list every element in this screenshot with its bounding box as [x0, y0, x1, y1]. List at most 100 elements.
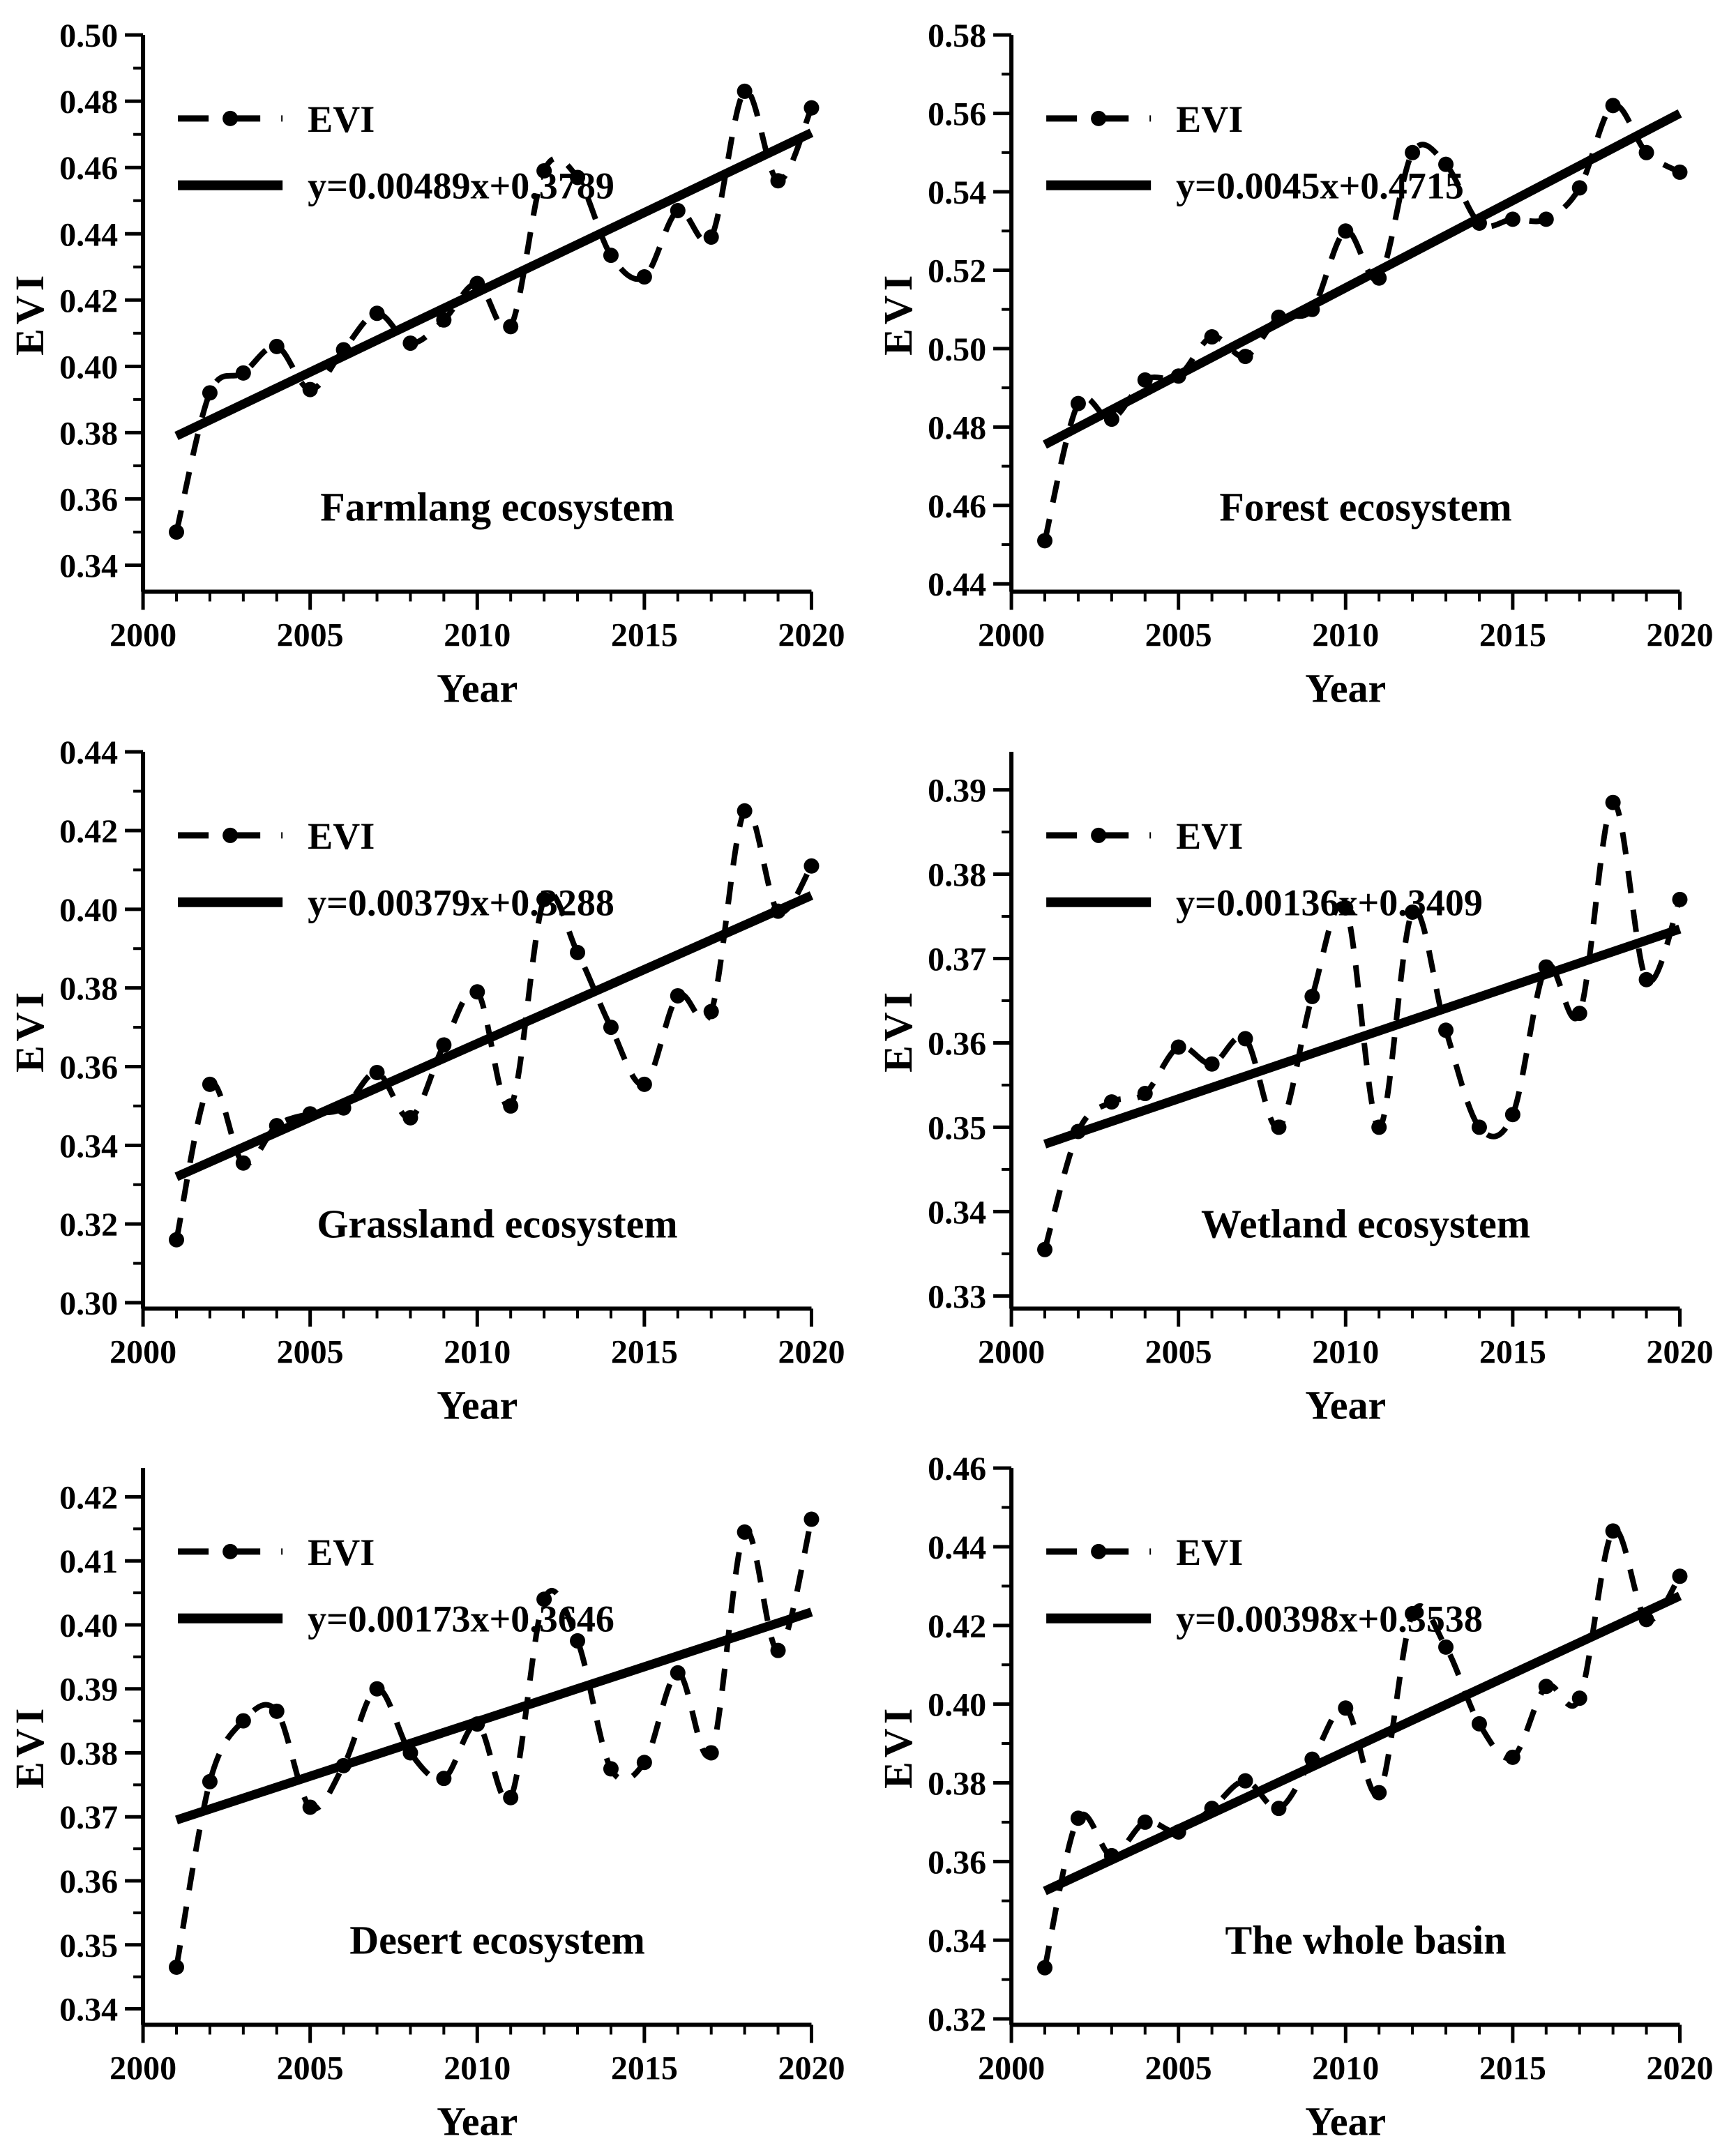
evi-data-point-2012 [1404, 1606, 1420, 1622]
evi-data-point-2009 [436, 312, 452, 328]
y-tick-label: 0.50 [59, 17, 118, 54]
panel-wetland-ecosystem: 2000 2005 2010 2015 2020 0.33 0.34 0.35 0.36 0.37… [868, 717, 1736, 1434]
panel-title: Desert ecosystem [349, 1918, 645, 1963]
y-tick-label: 0.38 [928, 1766, 986, 1803]
evi-data-point-2007 [369, 1064, 385, 1080]
legend-evi-marker-sample [222, 827, 239, 843]
panel-the-whole-basin: 2000 2005 2010 2015 2020 0.32 0.34 0.36 0.38 0.40… [868, 1433, 1736, 2150]
evi-data-point-2006 [1204, 1056, 1220, 1072]
y-tick-label: 0.46 [928, 488, 986, 525]
evi-data-point-2020 [1671, 1568, 1687, 1584]
evi-data-point-2003 [1103, 1848, 1119, 1864]
evi-data-point-2007 [1237, 349, 1253, 365]
y-tick-label: 0.46 [59, 150, 118, 187]
y-tick-label: 0.34 [928, 1194, 986, 1231]
x-tick-label: 2020 [778, 616, 845, 653]
x-tick-label: 2005 [277, 1333, 344, 1370]
evi-data-point-2003 [235, 365, 251, 381]
evi-data-point-2018 [1605, 98, 1621, 114]
evi-data-point-2018 [737, 83, 753, 99]
y-tick-label: 0.39 [928, 772, 986, 809]
y-tick-label: 0.34 [59, 547, 118, 584]
y-tick-label: 0.46 [928, 1451, 986, 1487]
evi-data-point-2016 [1538, 211, 1554, 227]
evi-data-point-2002 [202, 385, 218, 401]
x-axis-title: Year [1305, 666, 1386, 711]
evi-data-point-2016 [1538, 1679, 1554, 1695]
legend-trend-equation: y=0.00379x+0.3288 [308, 881, 614, 923]
evi-data-point-2003 [1103, 411, 1119, 427]
evi-data-point-2018 [1605, 1523, 1621, 1539]
legend-evi-label: EVI [1176, 98, 1243, 140]
evi-data-point-2005 [302, 381, 318, 398]
legend-evi-label: EVI [308, 98, 375, 140]
evi-data-point-2002 [1070, 395, 1086, 411]
evi-data-point-2007 [1237, 1031, 1253, 1047]
x-tick-label: 2020 [1646, 1333, 1713, 1370]
x-tick-label: 2015 [1479, 616, 1546, 653]
y-tick-label: 0.36 [928, 1025, 986, 1062]
evi-data-point-2019 [1638, 144, 1654, 160]
evi-data-point-2018 [1605, 794, 1621, 810]
y-tick-label: 0.35 [59, 1928, 118, 1964]
x-tick-label: 2000 [110, 1333, 176, 1370]
legend-evi-marker-sample [1090, 1544, 1106, 1560]
y-tick-label: 0.44 [59, 734, 118, 771]
panel-forest-ecosystem: 2000 2005 2010 2015 2020 0.44 0.46 0.48 0.50 0.52… [868, 0, 1736, 717]
y-tick-label: 0.42 [59, 282, 118, 319]
desert-ecosystem-chart: 2000 2005 2010 2015 2020 0.34 0.35 0.36 0.37 0.38… [7, 1468, 845, 2144]
evi-data-point-2001 [1036, 533, 1052, 549]
evi-data-point-2006 [1204, 329, 1220, 345]
evi-data-point-2017 [703, 1745, 719, 1761]
evi-data-point-2019 [770, 1642, 786, 1658]
evi-data-point-2011 [1371, 1119, 1387, 1135]
legend: EVI y=0.0045x+0.4715 [1046, 98, 1463, 207]
panel-title: Grassland ecosystem [317, 1201, 677, 1246]
y-tick-label: 0.37 [928, 941, 986, 978]
x-tick-label: 2010 [444, 1333, 511, 1370]
legend-evi-marker-sample [1090, 110, 1106, 126]
evi-data-point-2014 [1471, 1119, 1487, 1135]
trend-line [1043, 924, 1682, 1149]
evi-data-point-2005 [302, 1799, 318, 1815]
evi-data-point-2014 [603, 248, 619, 264]
y-axis-title: EVI [7, 1704, 52, 1789]
panel-grassland-ecosystem: 2000 2005 2010 2015 2020 0.30 0.32 0.34 0.36 0.38… [0, 717, 868, 1434]
y-tick-label: 0.52 [928, 252, 986, 289]
evi-data-point-2005 [1170, 1824, 1186, 1840]
x-tick-label: 2005 [1145, 1333, 1212, 1370]
evi-data-point-2012 [1404, 144, 1420, 160]
y-tick-label: 0.44 [928, 1529, 986, 1566]
y-axis-title: EVI [875, 271, 921, 356]
y-tick-label: 0.56 [928, 96, 986, 133]
evi-data-point-2003 [235, 1155, 251, 1171]
x-tick-label: 2020 [778, 2050, 845, 2087]
evi-data-point-2009 [436, 1771, 452, 1787]
x-tick-label: 2010 [1312, 616, 1379, 653]
panel-title: Forest ecosystem [1219, 484, 1511, 529]
evi-data-point-2005 [1170, 1039, 1186, 1055]
x-tick-label: 2000 [110, 2050, 176, 2087]
y-tick-label: 0.50 [928, 331, 986, 368]
grassland-ecosystem-chart: 2000 2005 2010 2015 2020 0.30 0.32 0.34 0.36 0.38… [7, 734, 845, 1428]
trend-line [174, 1607, 813, 1825]
y-tick-label: 0.34 [928, 1923, 986, 1960]
y-tick-label: 0.30 [59, 1285, 118, 1322]
evi-data-point-2020 [803, 100, 820, 116]
evi-data-point-2010 [469, 275, 485, 292]
evi-data-point-2015 [636, 1076, 652, 1092]
y-tick-label: 0.41 [59, 1544, 118, 1581]
evi-data-point-2001 [168, 1232, 185, 1248]
evi-series-line [1041, 1527, 1682, 1969]
x-tick-label: 2010 [444, 2050, 511, 2087]
y-tick-label: 0.38 [59, 415, 118, 452]
evi-data-point-2015 [1504, 1750, 1520, 1766]
y-tick-label: 0.58 [928, 17, 986, 54]
legend-evi-label: EVI [308, 1531, 375, 1573]
evi-series-line [174, 1518, 815, 1968]
legend: EVI y=0.00489x+0.3789 [178, 98, 614, 207]
legend-evi-marker-sample [222, 1544, 239, 1560]
y-tick-label: 0.38 [59, 1736, 118, 1773]
evi-data-point-2016 [1538, 959, 1554, 975]
evi-data-point-2014 [1471, 215, 1487, 232]
